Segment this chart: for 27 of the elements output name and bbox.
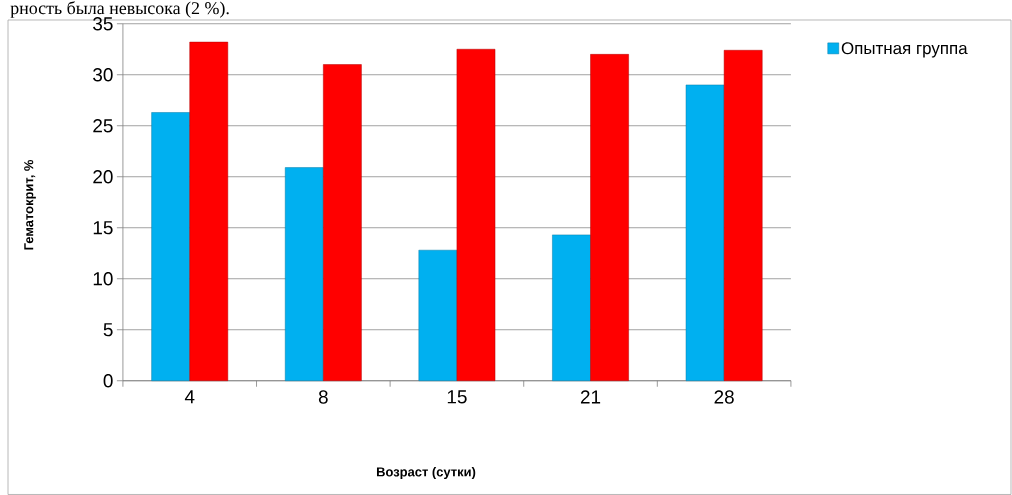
y-tick-label: 5 <box>103 323 113 337</box>
x-tick-label: 4 <box>184 390 195 404</box>
bar <box>590 54 629 381</box>
y-tick-label: 20 <box>93 170 113 184</box>
bar <box>418 249 458 381</box>
x-tick-label: 28 <box>714 390 734 404</box>
x-tick-label: 21 <box>580 390 601 404</box>
y-axis-title: Гематокрит, % <box>24 159 36 250</box>
y-tick-label: 35 <box>93 17 113 31</box>
bar <box>151 112 190 381</box>
bar <box>323 64 362 381</box>
y-tick-label: 10 <box>93 272 113 286</box>
bar <box>723 50 763 381</box>
y-tick-label: 25 <box>93 119 113 133</box>
bar <box>456 49 496 381</box>
text: рность была невысока (2 %). <box>10 1 229 18</box>
y-tick-label: 15 <box>93 221 113 235</box>
legend-label: Опытная группа <box>841 42 968 58</box>
bar <box>284 167 324 381</box>
x-tick-label: 15 <box>447 390 467 404</box>
bar <box>685 84 725 381</box>
bar <box>189 41 229 381</box>
bar <box>552 234 591 381</box>
y-tick-label: 0 <box>103 374 113 388</box>
x-tick-label: 8 <box>318 390 328 404</box>
x-axis-title: Возраст (сутки) <box>376 466 476 480</box>
y-tick-label: 30 <box>93 68 113 82</box>
